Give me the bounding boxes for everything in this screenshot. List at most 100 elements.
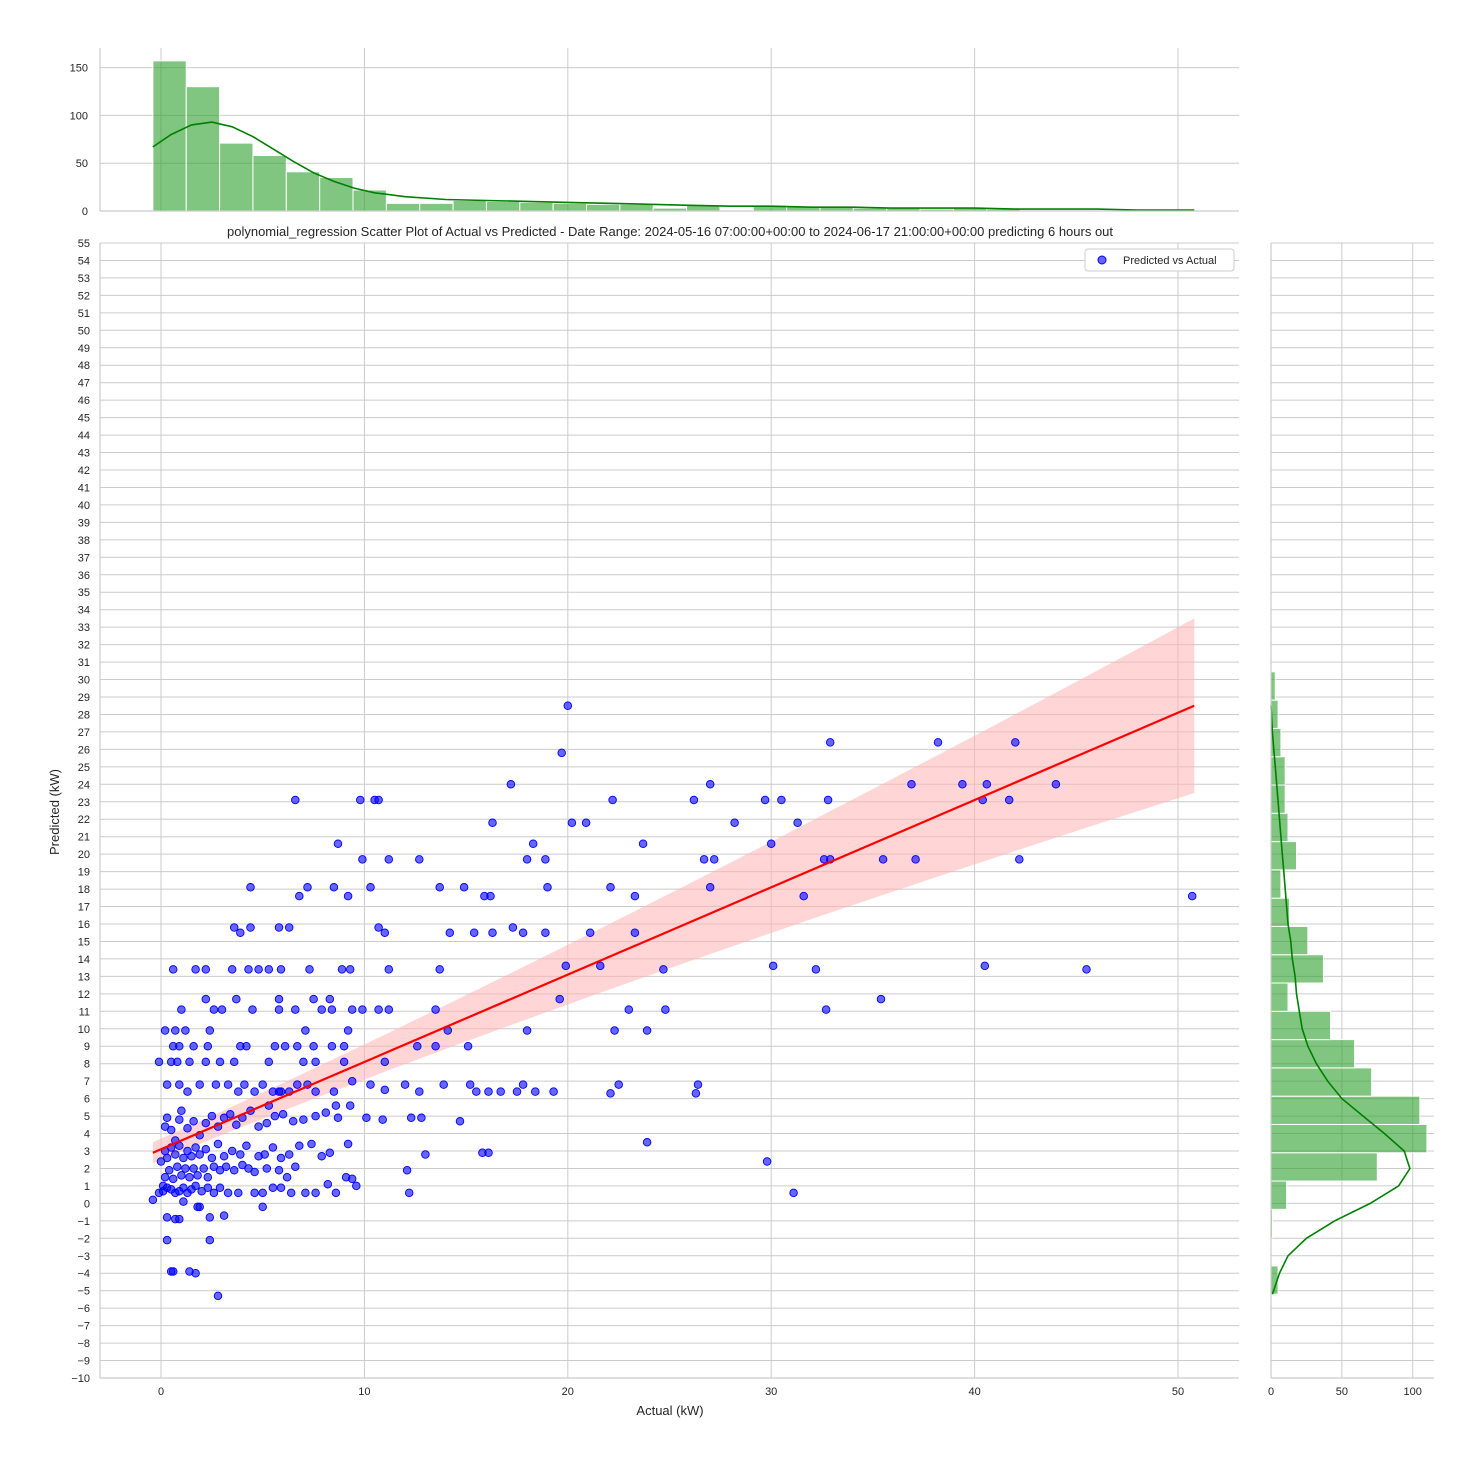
data-point: [164, 1165, 174, 1175]
data-point: [362, 1113, 371, 1123]
y-tick-label: 33: [78, 622, 90, 634]
data-point: [624, 1005, 634, 1014]
data-point: [606, 883, 615, 892]
confidence-band-layer: [152, 618, 1195, 1164]
data-point: [345, 965, 355, 974]
data-point: [260, 1150, 269, 1159]
data-point: [248, 1005, 257, 1014]
data-point: [465, 1080, 475, 1089]
data-point: [1051, 780, 1061, 789]
data-point: [374, 795, 383, 805]
data-point: [557, 748, 566, 758]
data-point: [380, 1085, 390, 1095]
data-point: [203, 1183, 213, 1192]
y-tick-label: 1: [84, 1181, 90, 1193]
data-point: [242, 1041, 251, 1051]
data-point: [185, 1057, 194, 1067]
data-point: [327, 1041, 337, 1051]
data-point: [512, 1087, 522, 1096]
data-point: [691, 1089, 701, 1098]
y-tick-label: 15: [78, 936, 90, 948]
data-point: [614, 1080, 623, 1089]
fit-layer: [152, 704, 1195, 1154]
data-point: [205, 1213, 215, 1222]
top-hist-bar: [419, 202, 454, 212]
data-point: [374, 923, 383, 932]
data-point: [366, 1080, 375, 1089]
data-point: [358, 855, 367, 864]
data-point: [630, 928, 640, 937]
y-tick-label: 27: [78, 727, 90, 739]
data-point: [333, 839, 343, 848]
data-point: [825, 738, 835, 747]
data-point: [317, 1005, 326, 1014]
data-point: [262, 1164, 272, 1173]
data-point: [630, 891, 640, 901]
data-point: [177, 1171, 186, 1180]
data-point: [291, 1005, 300, 1014]
y-tick-label: 32: [78, 640, 90, 652]
data-point: [327, 1005, 337, 1014]
data-point: [585, 928, 595, 937]
right-hist-bar: [1270, 671, 1276, 701]
data-point: [185, 1172, 194, 1182]
y-tick-label: 11: [79, 1006, 90, 1018]
y-tick-label: 53: [78, 273, 90, 285]
data-point: [205, 1235, 215, 1245]
data-point: [762, 1157, 772, 1166]
y-tick-label: −9: [77, 1356, 90, 1368]
top-hist-bar: [285, 171, 321, 212]
y-tick-label: 10: [78, 1024, 90, 1036]
top-hist-y-tick-label: 0: [82, 206, 88, 218]
data-point: [496, 1087, 505, 1096]
top-kde-curve: [152, 121, 1195, 211]
y-tick-label: 12: [78, 989, 90, 1001]
data-point: [311, 1188, 320, 1198]
data-point: [173, 1162, 182, 1171]
y-tick-label: 4: [84, 1129, 90, 1141]
y-tick-label: 25: [78, 762, 90, 774]
data-point: [303, 883, 312, 892]
data-point: [246, 883, 255, 892]
y-tick-label: 23: [78, 797, 90, 809]
data-point: [278, 1110, 288, 1119]
data-point: [264, 1057, 274, 1067]
data-point: [293, 1041, 302, 1051]
data-point: [317, 1151, 326, 1161]
data-point: [760, 795, 770, 805]
right-hist-x-tick-label: 50: [1336, 1386, 1348, 1398]
data-point: [508, 923, 518, 932]
right-kde-curve: [1270, 705, 1411, 1295]
y-tick-label: 0: [84, 1198, 90, 1210]
y-tick-label: 3: [84, 1146, 90, 1158]
data-point: [705, 780, 715, 789]
data-point: [201, 1118, 211, 1128]
data-point: [258, 1202, 267, 1212]
right-hist-bar: [1270, 1039, 1356, 1069]
data-point: [250, 1167, 259, 1177]
data-point: [295, 1141, 304, 1151]
y-tick-label: 13: [78, 971, 90, 983]
data-point: [246, 923, 255, 932]
data-point: [488, 928, 497, 937]
top-hist-y-tick-label: 150: [70, 63, 88, 75]
data-point: [282, 1172, 292, 1182]
y-tick-label: 41: [78, 482, 90, 494]
data-point: [274, 923, 284, 932]
data-point: [166, 1125, 176, 1135]
data-point: [435, 883, 444, 892]
data-point: [415, 855, 424, 864]
data-point: [563, 701, 573, 710]
x-tick-label: 10: [358, 1386, 370, 1398]
data-point: [183, 1124, 192, 1133]
data-point: [356, 795, 365, 805]
y-tick-label: 26: [78, 744, 90, 756]
y-tick-label: 43: [78, 448, 90, 460]
data-point: [522, 1026, 532, 1035]
data-point: [232, 1120, 241, 1130]
y-tick-label: 5: [84, 1111, 90, 1123]
data-point: [610, 1026, 619, 1035]
data-point: [195, 1202, 204, 1212]
data-point: [274, 1165, 284, 1175]
data-point: [431, 1041, 440, 1051]
